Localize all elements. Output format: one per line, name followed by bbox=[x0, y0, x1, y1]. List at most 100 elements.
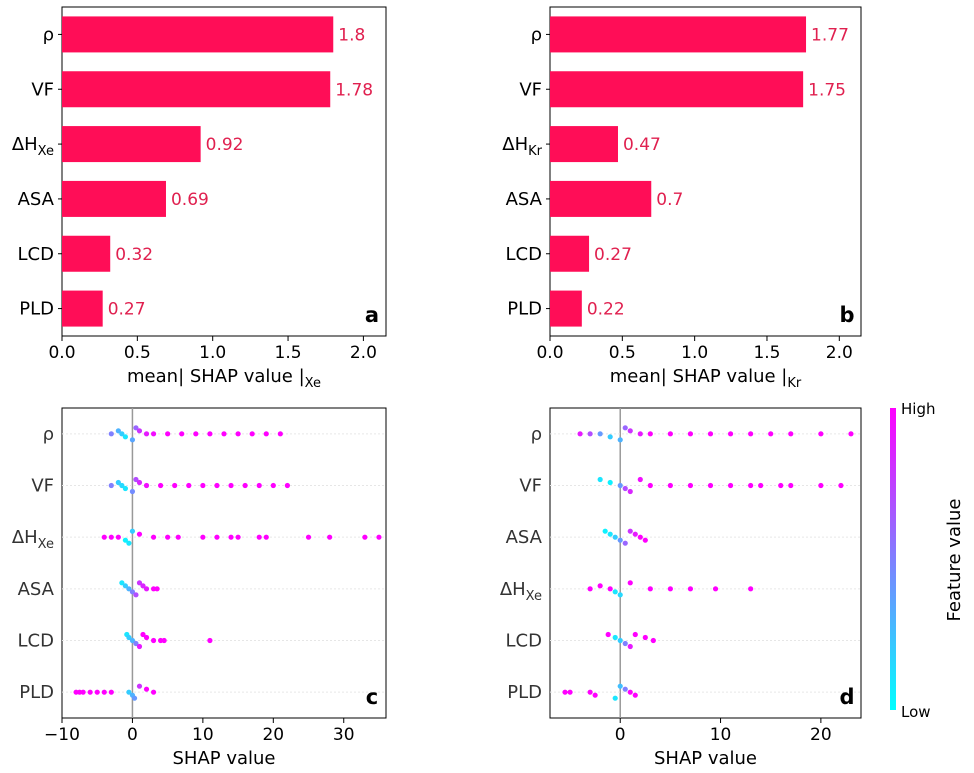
value-label: 0.27 bbox=[594, 245, 632, 265]
data-point bbox=[108, 482, 114, 489]
data-point bbox=[567, 689, 573, 695]
value-label: 0.92 bbox=[206, 135, 244, 155]
x-axis-title: SHAP value bbox=[654, 748, 757, 769]
x-axis-title: mean| SHAP value |Kr bbox=[610, 366, 802, 391]
bar bbox=[550, 126, 618, 163]
plot-frame bbox=[549, 407, 862, 719]
data-point bbox=[136, 683, 143, 689]
data-point bbox=[768, 431, 774, 437]
category-label: LCD bbox=[18, 631, 54, 652]
data-point bbox=[158, 482, 164, 489]
data-point bbox=[143, 586, 150, 592]
x-tick-label: 2.0 bbox=[826, 343, 853, 363]
category-label: LCD bbox=[18, 244, 54, 265]
x-axis-title: mean| SHAP value |Xe bbox=[127, 366, 321, 391]
data-point bbox=[235, 534, 241, 540]
data-point bbox=[627, 428, 633, 434]
panel-label: a bbox=[365, 303, 379, 327]
x-tick-label: 1.0 bbox=[681, 343, 708, 363]
data-point bbox=[108, 431, 114, 437]
panel-d-beeswarm-chart: ρ VF ASA ΔHXe LCD PLD 0 10 20 SHAP value d bbox=[500, 407, 862, 769]
x-tick-label: 10 bbox=[710, 725, 732, 745]
data-point bbox=[115, 479, 121, 486]
data-point bbox=[115, 428, 121, 434]
category-label: ΔHXe bbox=[12, 134, 54, 159]
data-point bbox=[140, 631, 146, 638]
data-point bbox=[597, 583, 603, 589]
x-tick-label: 30 bbox=[333, 725, 355, 745]
data-point bbox=[612, 589, 618, 595]
panel-label: d bbox=[839, 685, 854, 709]
data-point bbox=[119, 431, 125, 437]
data-point bbox=[186, 482, 192, 489]
data-point bbox=[612, 634, 618, 641]
value-label: 1.8 bbox=[338, 25, 365, 45]
data-point bbox=[617, 437, 623, 443]
bar bbox=[62, 16, 334, 53]
data-point bbox=[642, 634, 648, 641]
category-label: ΔHXe bbox=[500, 579, 542, 604]
category-label: ρ bbox=[43, 424, 54, 445]
data-point bbox=[727, 431, 734, 437]
data-point bbox=[150, 534, 157, 540]
data-point bbox=[748, 482, 754, 489]
data-point bbox=[133, 476, 139, 483]
data-point bbox=[605, 631, 611, 638]
data-point bbox=[228, 534, 234, 540]
data-point bbox=[622, 686, 628, 692]
bar bbox=[550, 235, 590, 272]
data-point bbox=[129, 528, 136, 534]
data-point bbox=[284, 482, 290, 489]
bar bbox=[550, 16, 807, 53]
data-point bbox=[607, 479, 613, 486]
data-point bbox=[235, 431, 241, 437]
data-point bbox=[150, 637, 157, 644]
data-point bbox=[587, 586, 593, 592]
data-point bbox=[179, 431, 185, 437]
data-point bbox=[143, 431, 150, 437]
category-label: PLD bbox=[19, 299, 54, 320]
colorbar-high-label: High bbox=[901, 400, 935, 418]
data-point bbox=[617, 637, 623, 644]
x-tick-label: 0.0 bbox=[48, 343, 75, 363]
category-label: ΔHKr bbox=[502, 134, 542, 159]
category-label: ΔHXe bbox=[12, 527, 54, 552]
data-point bbox=[172, 482, 178, 489]
data-point bbox=[214, 534, 220, 540]
x-tick-label: 1.0 bbox=[199, 343, 226, 363]
colorbar-gradient bbox=[890, 408, 896, 710]
data-point bbox=[587, 689, 593, 695]
data-point bbox=[101, 689, 107, 695]
data-point bbox=[647, 431, 653, 437]
data-point bbox=[617, 592, 623, 598]
data-point bbox=[270, 482, 276, 489]
data-point bbox=[637, 476, 643, 483]
data-point bbox=[143, 634, 150, 641]
data-point bbox=[627, 488, 633, 495]
data-point bbox=[136, 428, 143, 434]
panel-label: c bbox=[366, 685, 378, 709]
data-point bbox=[327, 534, 333, 540]
category-label: VF bbox=[519, 79, 542, 100]
data-point bbox=[256, 482, 262, 489]
data-point bbox=[788, 431, 794, 437]
data-point bbox=[263, 534, 269, 540]
data-point bbox=[136, 479, 143, 486]
data-point bbox=[277, 431, 283, 437]
data-point bbox=[150, 689, 157, 695]
colorbar-low-label: Low bbox=[901, 703, 931, 721]
data-point bbox=[577, 431, 583, 437]
category-label: PLD bbox=[507, 682, 542, 703]
x-tick-label: 0 bbox=[615, 725, 626, 745]
data-point bbox=[242, 482, 248, 489]
data-point bbox=[788, 482, 794, 489]
data-point bbox=[622, 640, 628, 647]
data-point bbox=[119, 482, 125, 489]
value-label: 0.27 bbox=[108, 300, 146, 320]
category-label: ASA bbox=[18, 579, 55, 600]
data-point bbox=[214, 482, 220, 489]
data-point bbox=[87, 689, 93, 695]
data-point bbox=[627, 528, 633, 534]
bar bbox=[62, 235, 111, 272]
value-label: 1.77 bbox=[811, 25, 849, 45]
